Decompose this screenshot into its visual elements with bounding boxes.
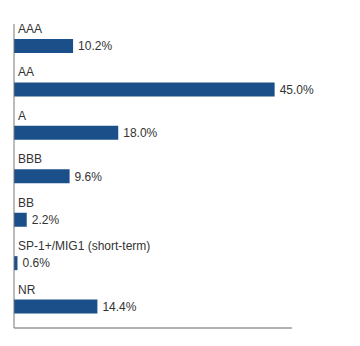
svg-text:SP-1+/MIG1 (short-term): SP-1+/MIG1 (short-term)	[18, 239, 150, 253]
svg-text:AAA: AAA	[18, 22, 42, 36]
svg-text:2.2%: 2.2%	[32, 213, 60, 227]
svg-text:AA: AA	[18, 65, 34, 79]
svg-text:45.0%: 45.0%	[280, 83, 314, 97]
svg-text:A: A	[18, 109, 26, 123]
svg-text:BBB: BBB	[18, 152, 42, 166]
svg-text:0.6%: 0.6%	[22, 256, 50, 270]
svg-text:NR: NR	[18, 283, 36, 297]
svg-text:10.2%: 10.2%	[78, 39, 112, 53]
svg-text:18.0%: 18.0%	[123, 126, 157, 140]
svg-text:BB: BB	[18, 196, 34, 210]
svg-text:9.6%: 9.6%	[75, 170, 103, 184]
svg-text:14.4%: 14.4%	[102, 300, 136, 314]
